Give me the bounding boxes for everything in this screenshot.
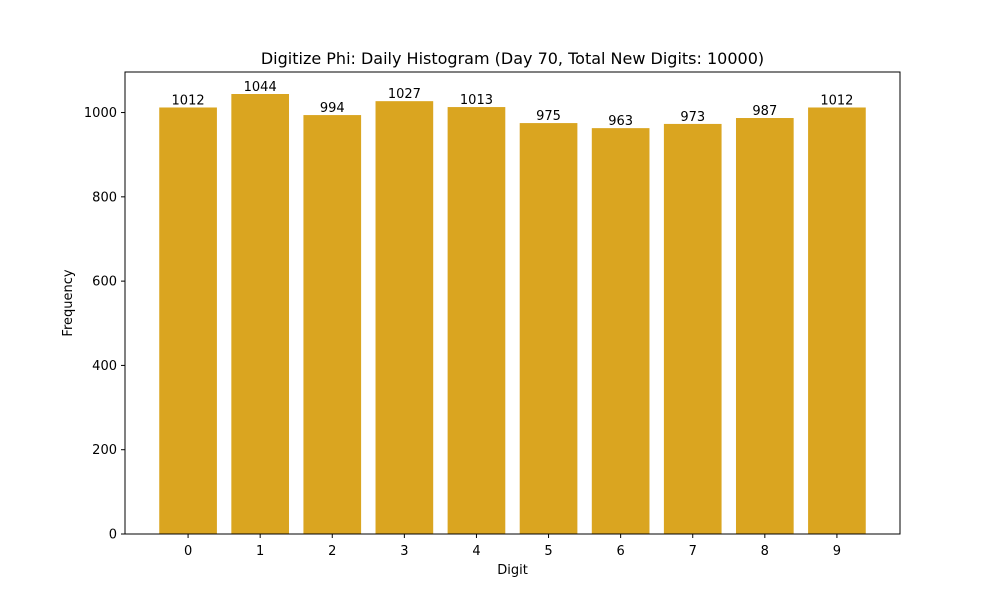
x-tick-label: 7 xyxy=(689,544,697,559)
x-tick-label: 5 xyxy=(544,544,552,559)
value-label-digit-2: 994 xyxy=(320,101,345,116)
x-tick-label: 1 xyxy=(256,544,264,559)
x-axis-ticks: 0 1 2 3 4 5 6 7 8 9 xyxy=(184,534,841,559)
value-label-digit-5: 975 xyxy=(536,109,561,124)
value-label-digit-6: 963 xyxy=(608,114,633,129)
y-tick-label: 600 xyxy=(92,275,117,290)
value-label-digit-7: 973 xyxy=(680,110,705,125)
value-label-digit-3: 1027 xyxy=(388,87,421,102)
value-label-digit-0: 1012 xyxy=(172,93,205,108)
bars-layer xyxy=(159,94,866,535)
x-tick-label: 2 xyxy=(328,544,336,559)
y-tick-label: 400 xyxy=(92,359,117,374)
bar-digit-9 xyxy=(808,107,866,535)
bar-digit-0 xyxy=(159,107,217,535)
y-axis-label: Frequency xyxy=(61,269,76,336)
value-label-digit-4: 1013 xyxy=(460,93,493,108)
bar-digit-6 xyxy=(591,128,650,534)
value-label-digit-9: 1012 xyxy=(820,93,853,108)
x-tick-label: 4 xyxy=(472,544,480,559)
chart-title: Digitize Phi: Daily Histogram (Day 70, T… xyxy=(261,49,764,68)
y-tick-label: 1000 xyxy=(84,106,117,121)
x-tick-label: 8 xyxy=(761,544,769,559)
x-tick-label: 9 xyxy=(833,544,841,559)
y-tick-label: 0 xyxy=(109,528,117,543)
value-labels-layer: 1012 1044 994 1027 1013 975 963 973 987 1012 xyxy=(172,80,854,129)
y-tick-label: 200 xyxy=(92,443,117,458)
y-axis-ticks: 0 200 400 600 800 1000 xyxy=(84,106,125,543)
x-tick-label: 0 xyxy=(184,544,192,559)
bar-digit-2 xyxy=(303,115,362,534)
y-tick-label: 800 xyxy=(92,190,117,205)
x-axis-label: Digit xyxy=(497,563,528,578)
plot-frame xyxy=(124,71,901,535)
bar-digit-5 xyxy=(519,123,578,535)
value-label-digit-8: 987 xyxy=(752,104,777,119)
bar-digit-8 xyxy=(735,118,794,535)
x-tick-label: 6 xyxy=(616,544,624,559)
bar-digit-3 xyxy=(375,101,434,535)
bar-digit-7 xyxy=(663,123,722,534)
value-label-digit-1: 1044 xyxy=(244,80,277,95)
bar-digit-1 xyxy=(231,94,290,534)
x-tick-label: 3 xyxy=(400,544,408,559)
bar-digit-4 xyxy=(447,107,506,535)
